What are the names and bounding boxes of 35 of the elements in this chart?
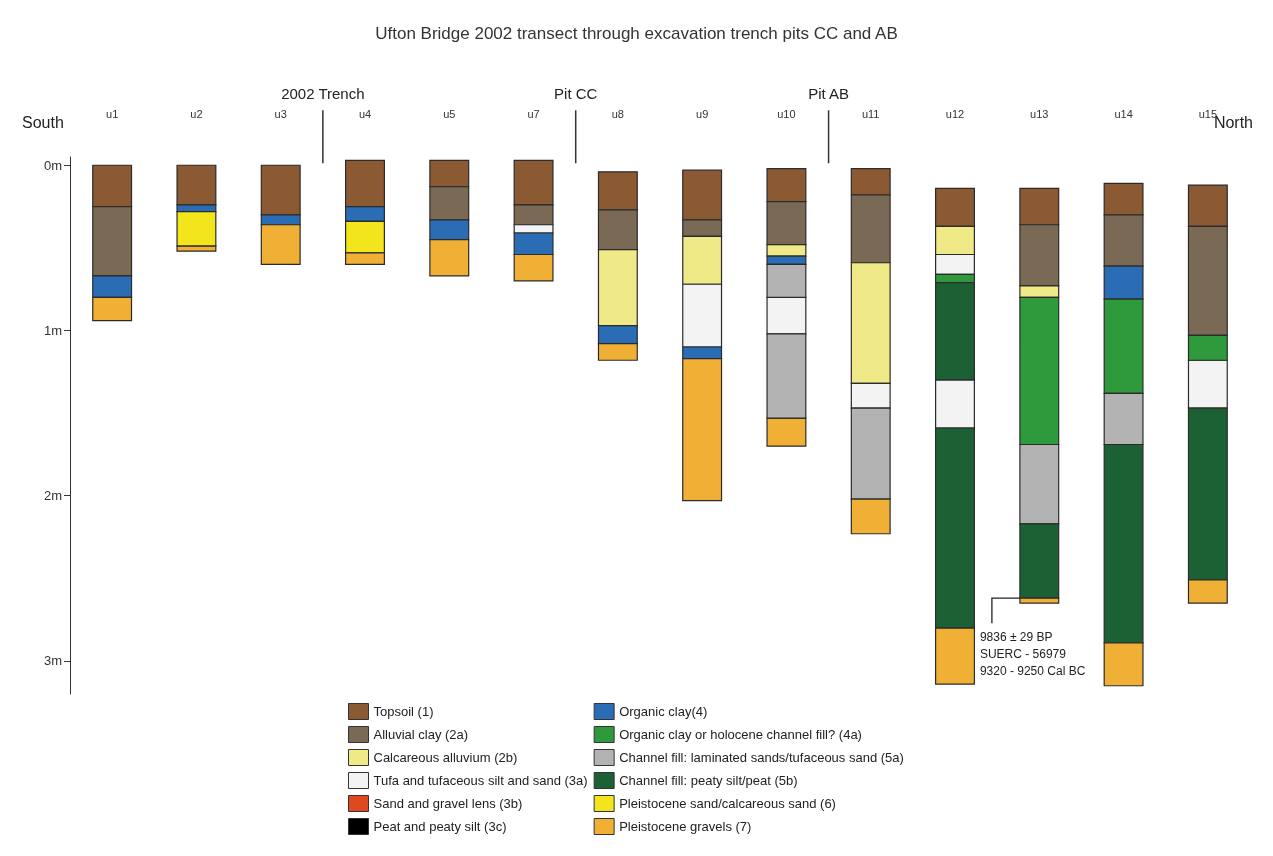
legend-label: Sand and gravel lens (3b) xyxy=(373,796,523,811)
x-tick-label: u10 xyxy=(777,107,796,120)
legend-label: Organic clay(4) xyxy=(619,704,708,719)
x-tick-label: u11 xyxy=(861,107,880,120)
x-tick-label: u4 xyxy=(358,107,372,120)
x-tick-label: u8 xyxy=(611,107,624,120)
legend-label: Channel fill: laminated sands/tufaceous sand (5a) xyxy=(619,750,904,765)
x-tick-label: u7 xyxy=(527,107,540,120)
text: South xyxy=(22,113,64,131)
y-tick-label: 1m xyxy=(43,322,62,338)
ref-line-label: Pit AB xyxy=(808,84,849,102)
x-tick-label: u3 xyxy=(274,107,287,120)
legend-label: Alluvial clay (2a) xyxy=(373,727,469,742)
chart-title: Ufton Bridge 2002 transect through excavation trench pits CC and AB xyxy=(375,24,898,43)
x-tick-label: u9 xyxy=(696,107,709,120)
y-tick-label: 2m xyxy=(43,488,62,504)
x-tick-label: u14 xyxy=(1114,107,1133,120)
ref-line-label: 2002 Trench xyxy=(281,84,365,102)
annotation: 9836 ± 29 BP SUERC - 56979 9320 - 9250 Cal BC xyxy=(979,629,1086,678)
legend-label: Tufa and tufaceous silt and sand (3a) xyxy=(373,773,588,788)
x-tick-label: u1 xyxy=(106,107,119,120)
legend-label: Channel fill: peaty silt/peat (5b) xyxy=(619,773,798,788)
legend-label: Pleistocene sand/calcareous sand (6) xyxy=(619,796,836,811)
x-tick-label: u13 xyxy=(1030,107,1049,120)
y-tick-label: 0m xyxy=(43,157,62,173)
x-tick-label: u2 xyxy=(190,107,203,120)
legend-label: Organic clay or holocene channel fill? (4a) xyxy=(619,727,862,742)
ref-line-label: Pit CC xyxy=(554,84,598,102)
y-tick-label: 3m xyxy=(43,653,62,669)
legend-label: Peat and peaty silt (3c) xyxy=(373,819,507,834)
x-tick-label: u5 xyxy=(443,107,456,120)
legend-label: Topsoil (1) xyxy=(373,704,434,719)
legend-label: Calcareous alluvium (2b) xyxy=(373,750,518,765)
legend-label: Pleistocene gravels (7) xyxy=(619,819,752,834)
x-tick-label: u12 xyxy=(945,107,965,120)
